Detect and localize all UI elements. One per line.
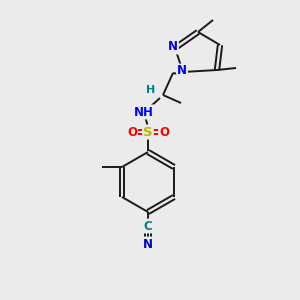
Text: N: N <box>177 64 187 77</box>
Text: S: S <box>143 125 153 139</box>
Text: NH: NH <box>134 106 154 118</box>
Text: N: N <box>168 40 178 53</box>
Text: O: O <box>127 125 137 139</box>
Text: H: H <box>146 85 156 95</box>
Text: C: C <box>144 220 152 232</box>
Text: O: O <box>159 125 169 139</box>
Text: N: N <box>143 238 153 250</box>
